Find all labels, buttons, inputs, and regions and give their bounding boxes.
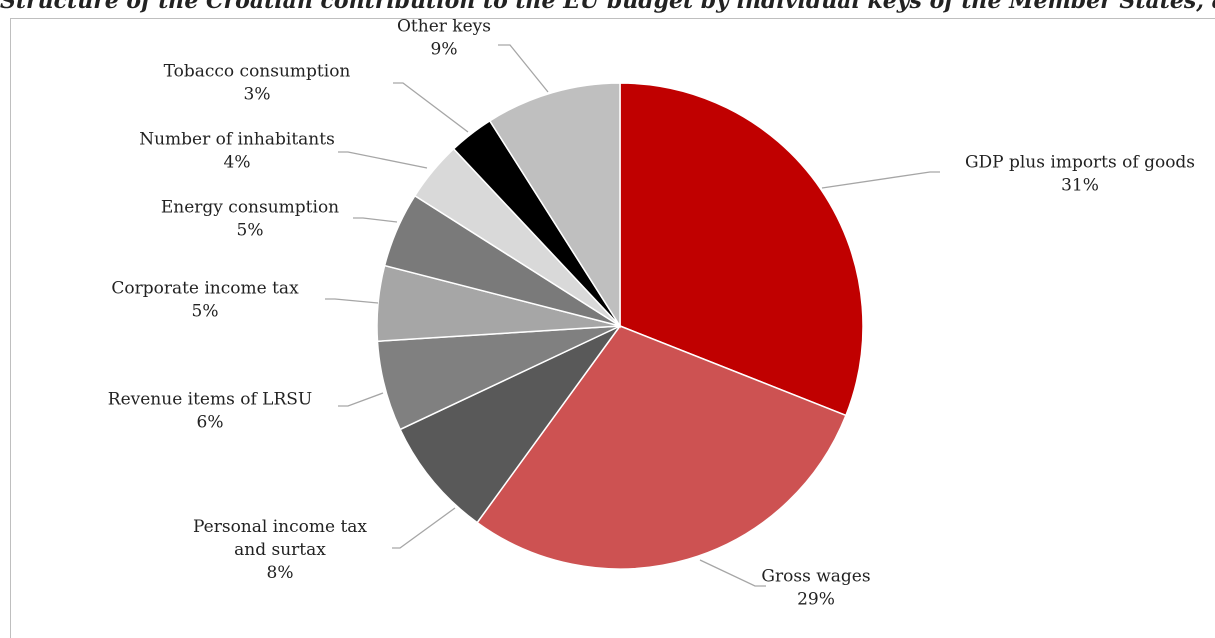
slice-label: Personal income tax and surtax 8% bbox=[193, 517, 367, 583]
slice-name-label: Gross wages bbox=[761, 567, 870, 587]
leader-line bbox=[338, 392, 384, 407]
pie-slice-personal-income-tax-and-surtax bbox=[399, 325, 621, 524]
slice-label: Revenue items of LRSU 6% bbox=[108, 390, 312, 433]
slice-value-label: 6% bbox=[197, 413, 224, 433]
chart-title: Structure of the Croatian contribution t… bbox=[0, 0, 1215, 14]
slice-value-label: 5% bbox=[237, 221, 264, 241]
leader-line bbox=[498, 44, 549, 93]
leader-line bbox=[353, 217, 398, 223]
leader-line bbox=[338, 151, 428, 169]
chart-frame bbox=[10, 18, 1215, 638]
leader-lines bbox=[325, 44, 940, 587]
slice-label: Corporate income tax 5% bbox=[111, 279, 299, 322]
slice-name-label: Personal income tax bbox=[193, 517, 367, 537]
leader-line bbox=[699, 559, 766, 587]
slice-value-label: 8% bbox=[267, 563, 294, 583]
slice-label: Tobacco consumption 3% bbox=[164, 62, 351, 105]
slice-value-label: 9% bbox=[431, 40, 458, 60]
slice-name-label: Tobacco consumption bbox=[164, 62, 351, 82]
slice-value-label: 4% bbox=[224, 153, 251, 173]
slice-name-label: Corporate income tax bbox=[111, 279, 299, 299]
leader-line bbox=[325, 298, 379, 304]
slice-label: Energy consumption 5% bbox=[161, 198, 339, 241]
slice-label: Other keys 9% bbox=[397, 17, 491, 60]
pie-slice-gdp-plus-imports-of-goods bbox=[619, 82, 864, 417]
slice-name-label: Other keys bbox=[397, 17, 491, 37]
leader-line bbox=[393, 82, 469, 133]
slice-label: GDP plus imports of goods 31% bbox=[965, 153, 1195, 196]
pie-slice-other-keys bbox=[488, 82, 621, 329]
slice-value-label: 3% bbox=[244, 85, 271, 105]
slice-name-label: GDP plus imports of goods bbox=[965, 153, 1195, 173]
slice-label: Gross wages 29% bbox=[761, 567, 870, 610]
slice-labels: GDP plus imports of goods 31% Gross wages 2… bbox=[108, 17, 1195, 610]
slice-value-label: 5% bbox=[192, 302, 219, 322]
slice-label: Number of inhabitants 4% bbox=[139, 130, 335, 173]
slice-name-label: Revenue items of LRSU bbox=[108, 390, 312, 410]
slice-value-label: 31% bbox=[1061, 176, 1099, 196]
slice-name-label: and surtax bbox=[234, 540, 326, 560]
slice-value-label: 29% bbox=[797, 590, 835, 610]
slice-name-label: Number of inhabitants bbox=[139, 130, 335, 150]
leader-line bbox=[392, 507, 456, 549]
pie-slice-gross-wages bbox=[476, 325, 847, 570]
slice-name-label: Energy consumption bbox=[161, 198, 339, 218]
leader-line bbox=[821, 171, 940, 189]
pie-slices bbox=[376, 82, 864, 570]
